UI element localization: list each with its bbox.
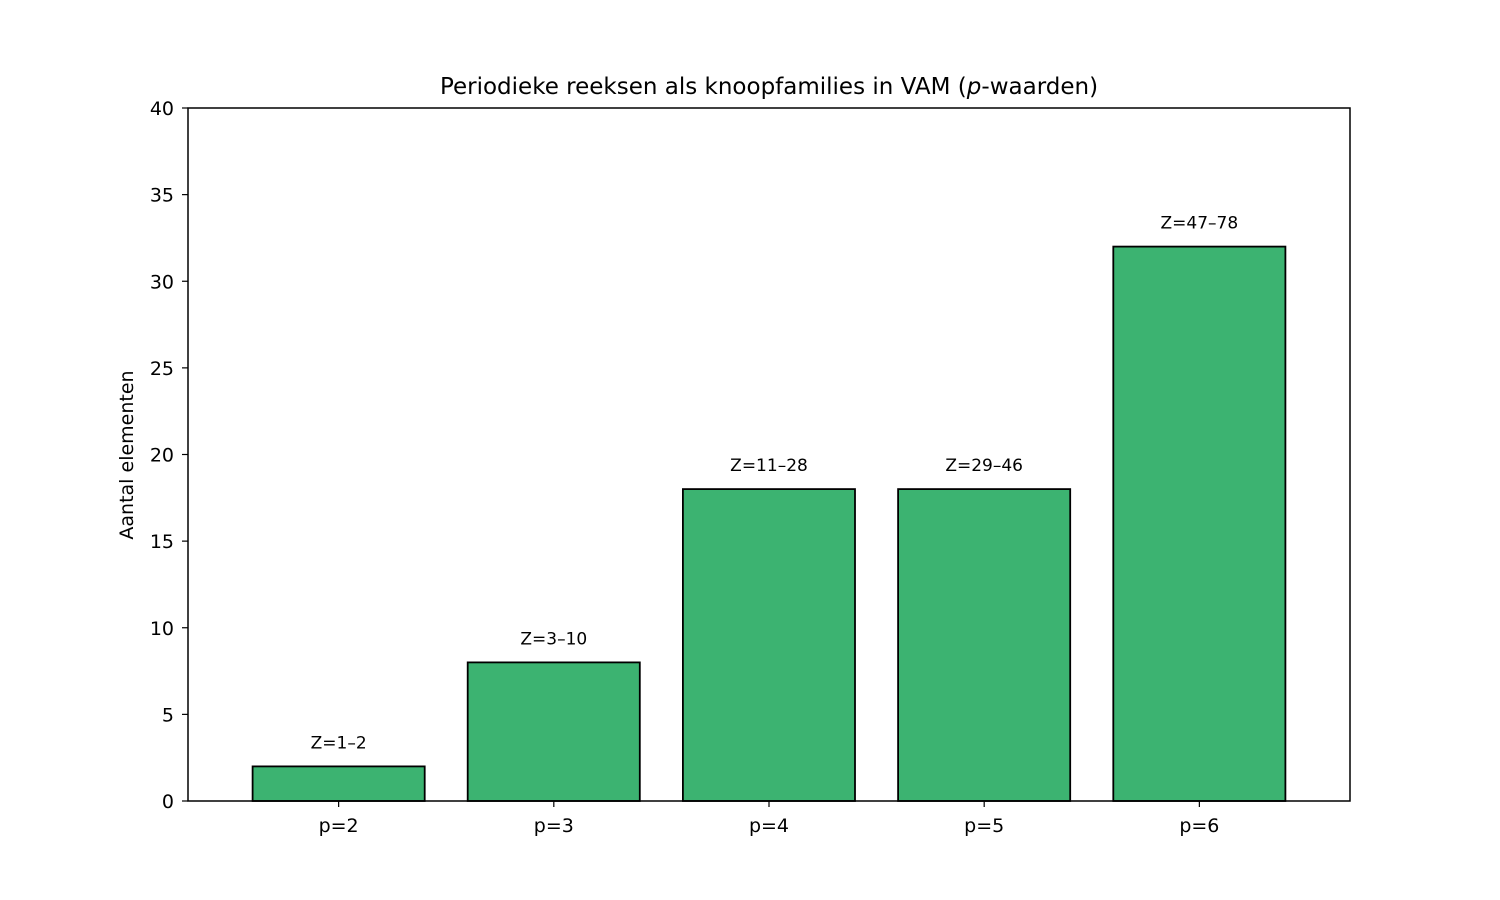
x-tick-label: p=4: [749, 815, 789, 837]
y-tick-label: 0: [162, 791, 174, 813]
data-label: Z=1–2: [311, 733, 367, 753]
x-tick-label: p=5: [964, 815, 1004, 837]
y-axis-label: Aantal elementen: [116, 370, 138, 539]
x-tick-label: p=2: [319, 815, 359, 837]
plot-area-frame: [187, 107, 1351, 802]
data-label: Z=11–28: [730, 456, 808, 476]
x-ticks-group: p=2 p=3 p=4 p=5 p=6: [319, 801, 1219, 837]
chart-title-prefix: Periodieke reeksen als knoopfamilies in …: [440, 74, 967, 100]
chart-title: Periodieke reeksen als knoopfamilies in …: [440, 74, 1098, 100]
bar-p=3: [466, 661, 641, 802]
y-tick-label: 40: [150, 98, 174, 120]
chart-title-italic: p: [966, 74, 982, 100]
x-tick-label: p=3: [534, 815, 574, 837]
bars-group: [251, 245, 1287, 802]
data-label: Z=29–46: [945, 456, 1023, 476]
y-tick-label: 5: [162, 704, 174, 726]
y-tick-label: 15: [150, 531, 174, 553]
y-tick-label: 10: [150, 618, 174, 640]
y-tick-label: 30: [150, 271, 174, 293]
bar-p=2: [251, 765, 426, 802]
y-tick-label: 20: [150, 445, 174, 467]
x-tick-label: p=6: [1179, 815, 1219, 837]
chart-title-suffix: -waarden): [981, 74, 1098, 100]
data-label: Z=3–10: [520, 629, 587, 649]
bar-p=4: [682, 488, 856, 802]
y-tick-label: 25: [150, 358, 174, 380]
y-tick-label: 35: [150, 185, 174, 207]
data-label: Z=47–78: [1161, 214, 1239, 234]
bar-p=6: [1112, 245, 1287, 802]
y-ticks-group: 0 5 10 15 20 25 30 35 40: [150, 98, 188, 813]
data-labels-group: Z=1–2 Z=3–10 Z=11–28 Z=29–46 Z=47–78: [311, 214, 1239, 754]
bar-p=5: [897, 488, 1072, 802]
